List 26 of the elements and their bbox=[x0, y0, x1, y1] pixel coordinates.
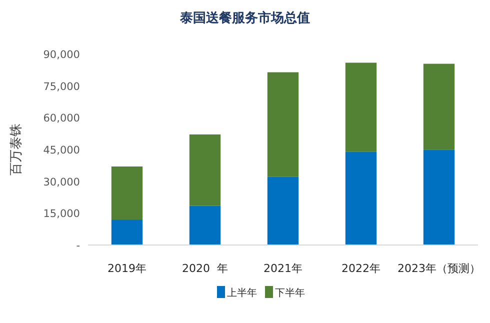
bar bbox=[423, 150, 455, 245]
x-tick-label: 2020 年 bbox=[182, 262, 228, 275]
x-tick-label: 2019年 bbox=[108, 262, 146, 275]
bar bbox=[189, 206, 221, 245]
y-tick-label: 60,000 bbox=[43, 112, 80, 125]
y-axis-title: 百万泰铢 bbox=[9, 124, 24, 176]
bar bbox=[189, 134, 221, 206]
y-tick-label: 30,000 bbox=[43, 176, 80, 188]
bar bbox=[111, 220, 143, 245]
bar bbox=[267, 72, 299, 177]
chart-title: 泰国送餐服务市场总值 bbox=[179, 10, 310, 26]
y-tick-label: 90,000 bbox=[43, 49, 80, 61]
y-tick-label: 75,000 bbox=[43, 80, 80, 93]
bar bbox=[345, 62, 377, 152]
legend-label: 下半年 bbox=[275, 287, 305, 299]
bar bbox=[111, 166, 143, 220]
x-tick-label: 2023年（预测） bbox=[398, 262, 480, 275]
y-tick-label: - bbox=[76, 240, 80, 252]
bar bbox=[345, 152, 377, 245]
bar bbox=[267, 176, 299, 245]
x-tick-label: 2021年 bbox=[264, 262, 302, 275]
y-tick-label: 15,000 bbox=[43, 208, 80, 220]
bar bbox=[423, 64, 455, 150]
legend-label: 上半年 bbox=[227, 287, 257, 299]
x-tick-label: 2022年 bbox=[342, 262, 380, 275]
y-tick-label: 45,000 bbox=[43, 144, 80, 156]
